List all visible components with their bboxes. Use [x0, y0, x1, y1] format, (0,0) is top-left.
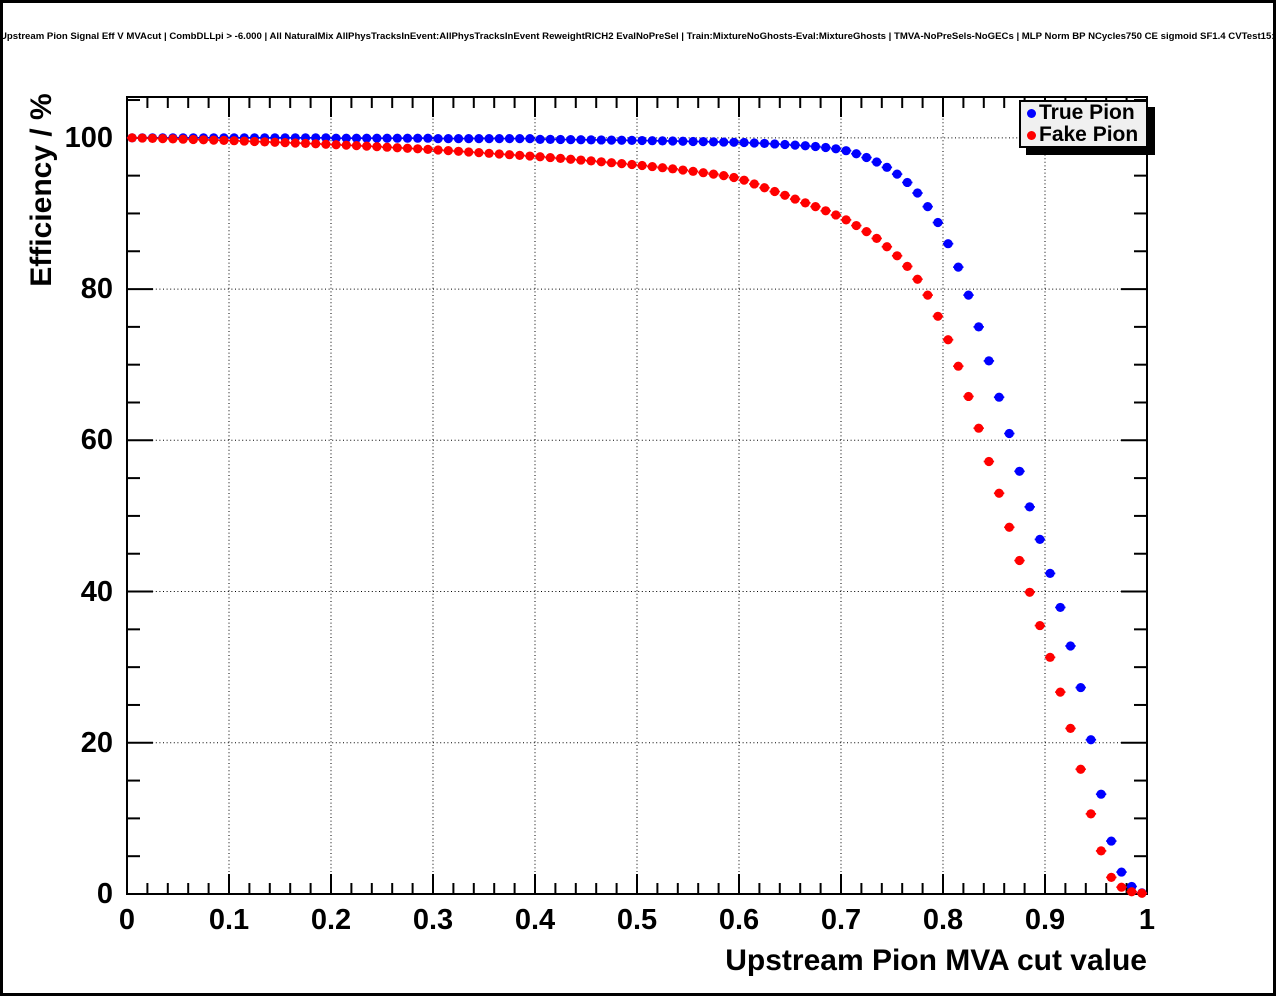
x-tick-label-0.3: 0.3 [412, 904, 454, 936]
x-tick-label-0.5: 0.5 [616, 904, 658, 936]
legend-entry-fake-pion: Fake Pion [1021, 124, 1146, 146]
x-tick-label-0.6: 0.6 [718, 904, 760, 936]
x-tick-label-0.8: 0.8 [922, 904, 964, 936]
x-tick-label-0.7: 0.7 [820, 904, 862, 936]
x-tick-label-0.4: 0.4 [514, 904, 556, 936]
y-tick-label-60: 60 [80, 424, 113, 457]
y-tick-label-40: 40 [80, 575, 113, 608]
legend-label-fake-pion: Fake Pion [1039, 123, 1139, 146]
true-pion-marker-icon [1027, 108, 1036, 118]
y-tick-label-20: 20 [80, 726, 113, 759]
x-tick-label-0.2: 0.2 [310, 904, 352, 936]
x-tick-label-0: 0 [118, 904, 136, 936]
legend-entry-true-pion: True Pion [1021, 102, 1146, 124]
y-axis-title: Efficiency / % [25, 93, 58, 287]
y-tick-label-100: 100 [64, 121, 113, 154]
fake-pion-marker-icon [1027, 130, 1036, 140]
fake-pion-series [126, 133, 1148, 898]
legend-label-true-pion: True Pion [1039, 101, 1135, 124]
legend: True Pion Fake Pion [1019, 100, 1148, 148]
x-tick-label-0.9: 0.9 [1024, 904, 1066, 936]
y-tick-label-0: 0 [96, 878, 113, 910]
y-tick-label-80: 80 [80, 273, 113, 306]
x-tick-label-1: 1 [1138, 904, 1156, 936]
x-axis-title: Upstream Pion MVA cut value [725, 944, 1147, 977]
x-tick-label-0.1: 0.1 [208, 904, 250, 936]
plot-title: Upstream Pion Signal Eff V MVAcut | Comb… [0, 31, 1276, 42]
